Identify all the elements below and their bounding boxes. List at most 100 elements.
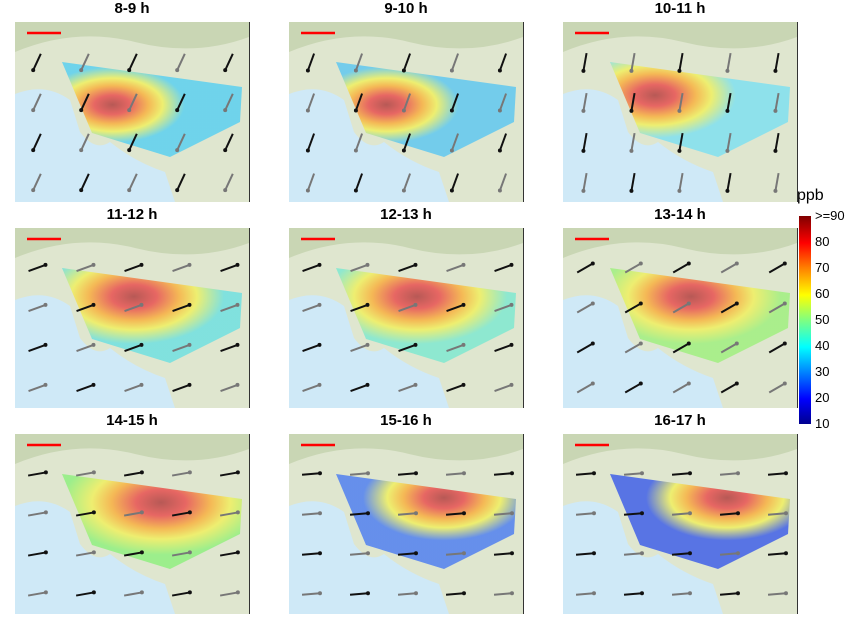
- concentration-field: [336, 268, 516, 363]
- wind-arrow: [402, 53, 412, 71]
- wind-arrow: [445, 552, 465, 556]
- wind-arrow: [398, 303, 416, 313]
- wind-arrow-head: [581, 68, 586, 73]
- wind-arrow: [219, 591, 239, 597]
- wind-arrow: [397, 472, 417, 476]
- wind-arrow-head: [353, 148, 358, 153]
- wind-arrow: [498, 173, 508, 191]
- wind-arrow: [220, 343, 238, 353]
- colorbar: [799, 216, 811, 424]
- wind-arrow: [76, 263, 94, 273]
- wind-arrow-head: [91, 590, 96, 595]
- mountains: [563, 228, 797, 258]
- wind-arrow: [32, 93, 42, 111]
- wind-arrow: [301, 512, 321, 516]
- wind-arrow: [128, 93, 138, 111]
- wind-arrow-head: [91, 470, 96, 475]
- wind-arrow-head: [735, 511, 740, 516]
- wind-arrow-head: [401, 148, 406, 153]
- wind-arrow: [678, 172, 684, 192]
- mountains: [563, 434, 797, 464]
- wind-arrow-head: [127, 108, 132, 113]
- wind-arrow-head: [305, 68, 310, 73]
- wind-arrow: [27, 511, 47, 517]
- wind-arrow-head: [43, 510, 48, 515]
- wind-arrow: [493, 472, 513, 476]
- wind-arrow-head: [725, 108, 730, 113]
- wind-arrow-head: [91, 550, 96, 555]
- wind-arrow-head: [31, 148, 36, 153]
- wind-arrow: [301, 472, 321, 476]
- wind-arrow: [624, 262, 642, 274]
- wind-arrow: [768, 382, 786, 394]
- wind-arrow: [76, 343, 94, 353]
- wind-arrow: [123, 471, 143, 477]
- wind-arrow-head: [317, 262, 322, 267]
- panel-title: 8-9 h: [114, 0, 150, 17]
- wind-arrow: [302, 263, 320, 273]
- wind-arrow: [354, 133, 364, 151]
- wind-arrow-head: [353, 188, 358, 193]
- wind-arrow-head: [591, 551, 596, 556]
- wind-arrow-head: [91, 262, 96, 267]
- wind-arrow: [171, 551, 191, 557]
- wind-arrow-head: [461, 551, 466, 556]
- wind-arrow-head: [235, 342, 240, 347]
- wind-arrow-head: [175, 68, 180, 73]
- wind-arrow: [774, 172, 780, 192]
- wind-arrow: [302, 383, 320, 393]
- wind-arrow: [176, 93, 186, 111]
- wind-arrow-head: [686, 381, 691, 386]
- wind-arrow-head: [139, 550, 144, 555]
- wind-arrow-head: [687, 591, 692, 596]
- wind-arrow: [76, 303, 94, 313]
- wind-arrow: [75, 511, 95, 517]
- wind-arrow: [582, 92, 588, 112]
- wind-arrow-head: [91, 382, 96, 387]
- colorbar-tick-label: 80: [815, 234, 830, 249]
- wind-arrow: [123, 551, 143, 557]
- wind-arrow-head: [235, 590, 240, 595]
- wind-arrow-head: [365, 262, 370, 267]
- wind-arrow-head: [638, 341, 643, 346]
- wind-arrow: [128, 53, 138, 71]
- wind-arrow: [719, 592, 739, 596]
- wind-arrow: [493, 592, 513, 596]
- concentration-field: [336, 474, 516, 569]
- wind-arrow-head: [139, 302, 144, 307]
- wind-arrow: [624, 342, 642, 354]
- colorbar-unit: ppb: [797, 187, 824, 204]
- wind-arrow: [397, 592, 417, 596]
- wind-arrow: [354, 173, 364, 191]
- wind-arrow: [498, 53, 508, 71]
- wind-arrow-head: [187, 382, 192, 387]
- wind-arrow-head: [317, 382, 322, 387]
- wind-arrow: [630, 92, 636, 112]
- wind-arrow: [450, 93, 460, 111]
- wind-arrow: [446, 303, 464, 313]
- wind-arrow-head: [413, 551, 418, 556]
- wind-arrow: [176, 173, 186, 191]
- wind-arrow: [623, 552, 643, 556]
- wind-arrow-head: [43, 342, 48, 347]
- wind-arrow: [354, 53, 364, 71]
- colorbar-tick-label: 10: [815, 416, 830, 431]
- basemap: [289, 434, 524, 614]
- wind-arrow-head: [461, 342, 466, 347]
- wind-arrow-head: [175, 148, 180, 153]
- wind-arrow-head: [317, 551, 322, 556]
- wind-arrow-head: [497, 188, 502, 193]
- wind-arrow-head: [509, 471, 514, 476]
- wind-arrow-head: [590, 381, 595, 386]
- wind-arrow: [219, 471, 239, 477]
- wind-arrow: [767, 592, 787, 596]
- mountains: [15, 434, 249, 464]
- wind-arrow: [576, 262, 594, 274]
- wind-arrow: [624, 382, 642, 394]
- wind-arrow: [720, 342, 738, 354]
- wind-arrow: [446, 383, 464, 393]
- wind-arrow-head: [79, 148, 84, 153]
- wind-arrow: [768, 302, 786, 314]
- wind-arrow: [575, 552, 595, 556]
- wind-arrow: [576, 302, 594, 314]
